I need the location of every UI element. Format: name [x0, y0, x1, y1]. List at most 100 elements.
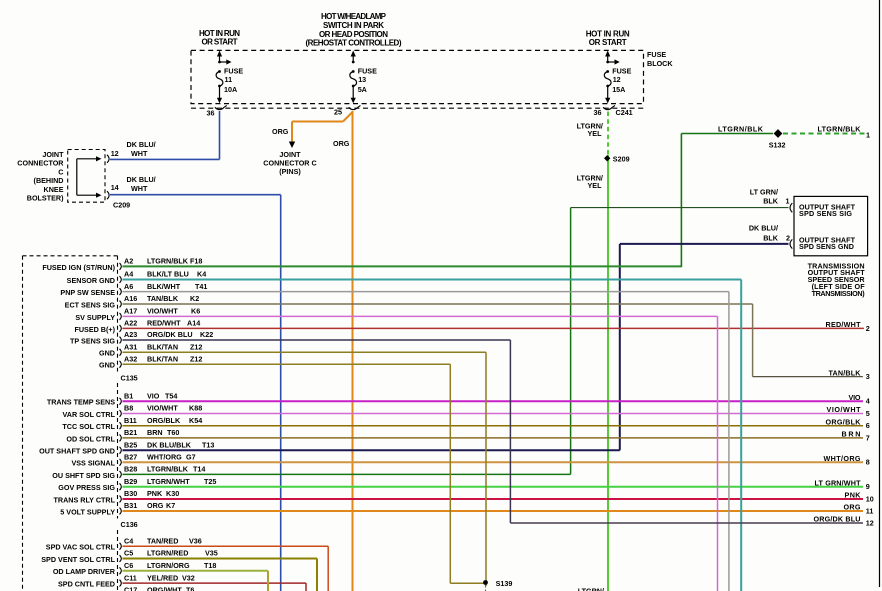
- svg-text:B31: B31: [124, 501, 137, 510]
- svg-text:LTGRN/: LTGRN/: [577, 121, 603, 130]
- svg-text:FUSED B(+): FUSED B(+): [74, 325, 115, 334]
- svg-text:S209: S209: [613, 154, 630, 163]
- svg-text:12: 12: [111, 149, 119, 158]
- svg-text:12: 12: [866, 518, 874, 527]
- svg-text:10: 10: [866, 494, 874, 503]
- svg-text:HOT IN RUN: HOT IN RUN: [586, 30, 630, 39]
- svg-text:FUSE: FUSE: [647, 50, 666, 59]
- svg-text:(BEHIND: (BEHIND: [34, 176, 64, 185]
- svg-text:K7: K7: [166, 501, 175, 510]
- svg-text:A17: A17: [124, 307, 137, 316]
- svg-text:2: 2: [786, 233, 790, 242]
- svg-text:T14: T14: [193, 465, 205, 474]
- svg-text:VSS SIGNAL: VSS SIGNAL: [71, 459, 115, 468]
- svg-text:OR START: OR START: [202, 38, 238, 47]
- svg-text:HOT IN RUN: HOT IN RUN: [199, 29, 240, 38]
- svg-text:BLK/LT BLU: BLK/LT BLU: [147, 270, 189, 279]
- svg-text:LTGRN/BLK: LTGRN/BLK: [818, 125, 862, 134]
- svg-text:T18: T18: [204, 561, 216, 570]
- svg-text:(LEFT SIDE OF: (LEFT SIDE OF: [812, 282, 866, 291]
- svg-text:T54: T54: [165, 392, 177, 401]
- svg-text:BRN: BRN: [842, 430, 861, 439]
- svg-text:RED/WHT: RED/WHT: [147, 319, 181, 328]
- svg-text:36: 36: [207, 109, 215, 118]
- svg-text:C11: C11: [124, 573, 137, 582]
- svg-text:4: 4: [866, 397, 870, 406]
- svg-text:BRN: BRN: [147, 428, 163, 437]
- svg-text:14: 14: [111, 183, 119, 192]
- svg-text:VIO: VIO: [147, 392, 160, 401]
- svg-text:12: 12: [613, 75, 621, 84]
- svg-text:WHT/ORG: WHT/ORG: [824, 454, 861, 463]
- svg-text:B25: B25: [124, 441, 137, 450]
- svg-text:SPD SENS SIG: SPD SENS SIG: [799, 209, 852, 218]
- svg-text:OUTPUT SHAFT: OUTPUT SHAFT: [808, 268, 866, 277]
- svg-text:JOINT: JOINT: [279, 150, 301, 159]
- svg-text:TAN/RED: TAN/RED: [147, 536, 178, 545]
- svg-text:C135: C135: [121, 374, 138, 383]
- svg-text:5A: 5A: [358, 85, 367, 94]
- svg-text:YEL: YEL: [588, 129, 603, 138]
- svg-text:ORG: ORG: [844, 503, 861, 512]
- svg-text:C: C: [58, 167, 63, 176]
- svg-text:OUTPUT SHAFT: OUTPUT SHAFT: [799, 202, 856, 211]
- svg-text:9: 9: [866, 482, 870, 491]
- svg-text:YEL/RED: YEL/RED: [147, 573, 178, 582]
- svg-text:B30: B30: [124, 489, 137, 498]
- svg-text:WHT: WHT: [131, 149, 148, 158]
- svg-text:B27: B27: [124, 453, 137, 462]
- svg-text:JOINT: JOINT: [42, 150, 64, 159]
- svg-text:BLK/TAN: BLK/TAN: [147, 342, 178, 351]
- svg-text:DK BLU/BLK: DK BLU/BLK: [147, 441, 192, 450]
- svg-text:SENSOR GND: SENSOR GND: [67, 276, 115, 285]
- svg-text:A23: A23: [124, 330, 137, 339]
- svg-text:SWITCH IN PARK: SWITCH IN PARK: [323, 21, 384, 30]
- svg-text:SPD VENT SOL CTRL: SPD VENT SOL CTRL: [41, 555, 115, 564]
- svg-text:11: 11: [225, 75, 233, 84]
- svg-text:7: 7: [866, 433, 870, 442]
- svg-text:ORG: ORG: [272, 127, 289, 136]
- svg-text:OD SOL CTRL: OD SOL CTRL: [66, 434, 115, 443]
- svg-text:ORG/DK BLU: ORG/DK BLU: [147, 330, 193, 339]
- svg-text:SPD VAC SOL CTRL: SPD VAC SOL CTRL: [46, 543, 116, 552]
- svg-text:A16: A16: [124, 294, 137, 303]
- svg-text:1: 1: [786, 196, 790, 205]
- svg-text:LTGRN/BLK: LTGRN/BLK: [718, 125, 764, 134]
- svg-text:C209: C209: [113, 201, 130, 210]
- svg-text:K22: K22: [200, 330, 213, 339]
- svg-text:Z12: Z12: [190, 342, 202, 351]
- svg-text:B8: B8: [124, 404, 133, 413]
- svg-text:OUT SHAFT SPD GND: OUT SHAFT SPD GND: [39, 447, 115, 456]
- svg-text:VIO/WHT: VIO/WHT: [147, 404, 178, 413]
- svg-text:GOV PRESS SIG: GOV PRESS SIG: [58, 483, 115, 492]
- svg-text:TRANS TEMP SENS: TRANS TEMP SENS: [47, 398, 115, 407]
- svg-text:13: 13: [358, 75, 366, 84]
- svg-text:FUSED IGN (ST/RUN): FUSED IGN (ST/RUN): [42, 263, 115, 272]
- svg-text:3: 3: [866, 372, 870, 381]
- svg-text:B28: B28: [124, 465, 137, 474]
- svg-text:LTGRN/: LTGRN/: [577, 174, 603, 183]
- svg-text:15A: 15A: [612, 85, 625, 94]
- svg-text:K54: K54: [189, 416, 202, 425]
- svg-text:2: 2: [866, 324, 870, 333]
- svg-text:LTGRN/WHT: LTGRN/WHT: [147, 477, 190, 486]
- svg-text:T13: T13: [202, 441, 214, 450]
- svg-text:SPD SENS GND: SPD SENS GND: [799, 242, 854, 251]
- svg-text:SPEED SENSOR: SPEED SENSOR: [808, 275, 866, 284]
- svg-text:C136: C136: [121, 520, 138, 529]
- svg-text:TP SENS SIG: TP SENS SIG: [70, 336, 115, 345]
- svg-text:LT GRN/WHT: LT GRN/WHT: [815, 479, 862, 488]
- svg-text:TRANSMISSION): TRANSMISSION): [812, 289, 866, 298]
- svg-text:RED/WHT: RED/WHT: [826, 320, 862, 329]
- svg-text:BOLSTER): BOLSTER): [27, 194, 64, 203]
- svg-text:GND: GND: [99, 361, 115, 370]
- svg-text:WHT: WHT: [131, 184, 148, 193]
- svg-text:C6: C6: [124, 561, 133, 570]
- svg-text:T25: T25: [204, 477, 216, 486]
- svg-text:ORG/DK BLU: ORG/DK BLU: [814, 515, 861, 524]
- svg-text:VIO: VIO: [849, 393, 861, 402]
- svg-text:B11: B11: [124, 416, 137, 425]
- svg-text:A6: A6: [124, 282, 133, 291]
- svg-text:A14: A14: [187, 319, 200, 328]
- svg-text:C4: C4: [124, 536, 133, 545]
